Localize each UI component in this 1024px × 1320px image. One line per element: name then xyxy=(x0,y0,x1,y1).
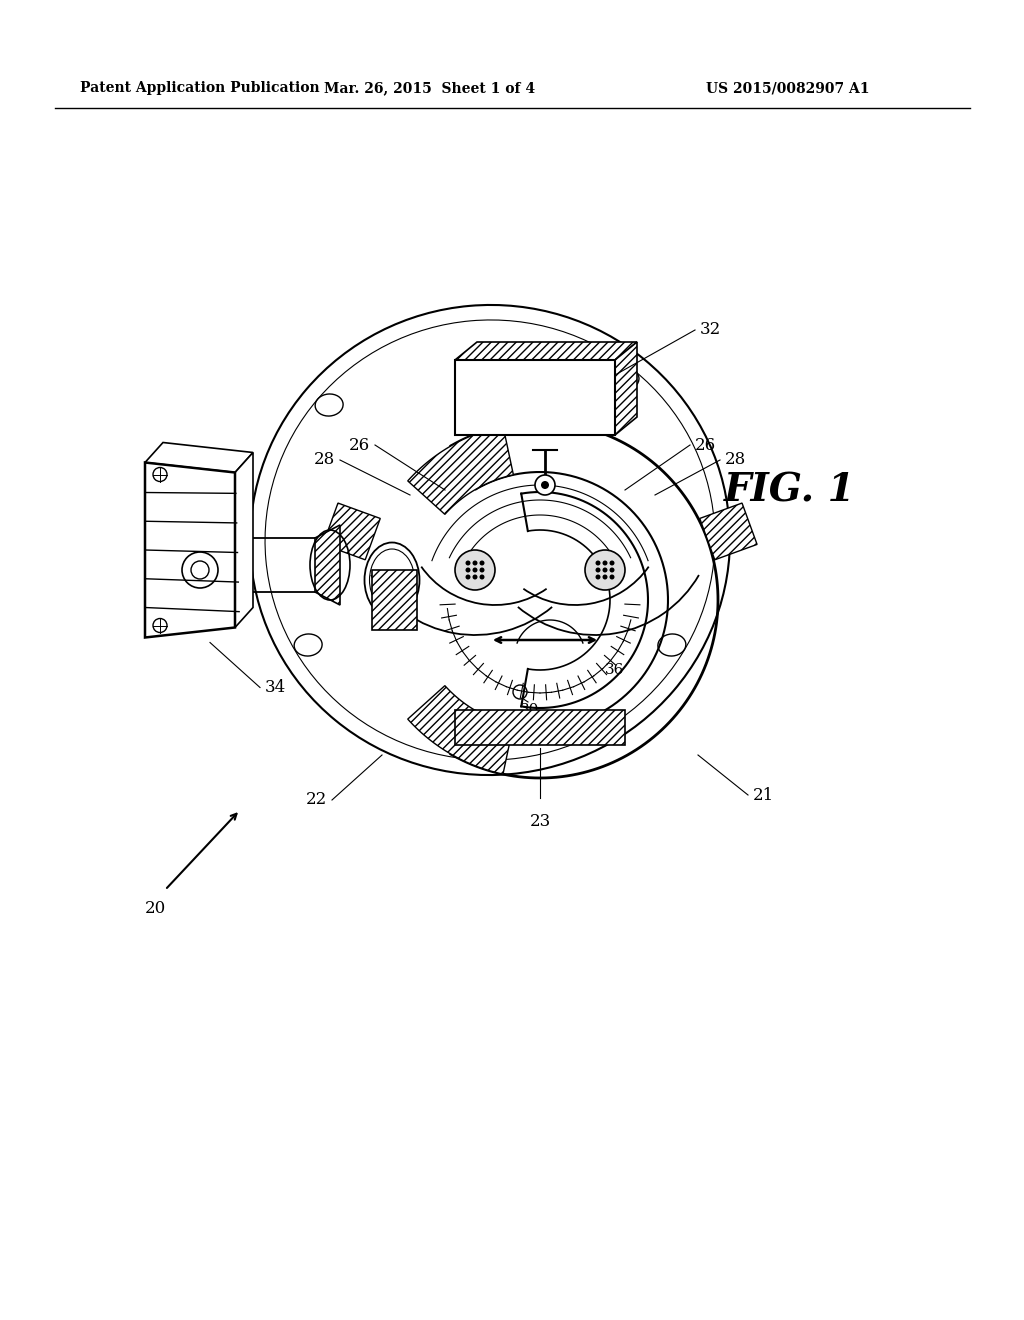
Text: 20: 20 xyxy=(144,900,166,917)
Circle shape xyxy=(472,568,477,573)
Circle shape xyxy=(479,568,484,573)
Polygon shape xyxy=(234,453,253,627)
Circle shape xyxy=(535,475,555,495)
Text: Mar. 26, 2015  Sheet 1 of 4: Mar. 26, 2015 Sheet 1 of 4 xyxy=(325,81,536,95)
Text: 32: 32 xyxy=(700,322,721,338)
Circle shape xyxy=(602,561,607,565)
Polygon shape xyxy=(408,426,513,515)
Text: 22: 22 xyxy=(306,792,327,808)
Circle shape xyxy=(609,574,614,579)
Polygon shape xyxy=(455,342,637,360)
Circle shape xyxy=(466,568,470,573)
Text: 28: 28 xyxy=(725,451,746,469)
Polygon shape xyxy=(315,525,340,605)
Circle shape xyxy=(602,574,607,579)
Circle shape xyxy=(472,561,477,565)
Circle shape xyxy=(466,561,470,565)
Circle shape xyxy=(585,550,625,590)
Text: US 2015/0082907 A1: US 2015/0082907 A1 xyxy=(707,81,870,95)
Text: 30: 30 xyxy=(520,704,540,717)
Text: Patent Application Publication: Patent Application Publication xyxy=(80,81,319,95)
Text: FIG. 1: FIG. 1 xyxy=(724,471,856,510)
Circle shape xyxy=(596,574,600,579)
Text: 28: 28 xyxy=(313,451,335,469)
Polygon shape xyxy=(455,360,615,436)
Circle shape xyxy=(466,574,470,579)
Circle shape xyxy=(609,561,614,565)
Circle shape xyxy=(479,561,484,565)
Circle shape xyxy=(455,550,495,590)
Polygon shape xyxy=(145,442,253,473)
Polygon shape xyxy=(408,685,513,774)
Circle shape xyxy=(609,568,614,573)
Polygon shape xyxy=(145,462,234,638)
Text: 23: 23 xyxy=(529,813,551,830)
Circle shape xyxy=(479,574,484,579)
Circle shape xyxy=(596,561,600,565)
Polygon shape xyxy=(615,342,637,436)
Polygon shape xyxy=(699,503,757,560)
Text: 26: 26 xyxy=(349,437,370,454)
Polygon shape xyxy=(455,710,625,744)
Circle shape xyxy=(602,568,607,573)
Circle shape xyxy=(596,568,600,573)
Text: 34: 34 xyxy=(265,678,287,696)
Polygon shape xyxy=(323,503,380,560)
Polygon shape xyxy=(372,570,417,630)
Text: 21: 21 xyxy=(753,787,774,804)
Circle shape xyxy=(541,480,549,488)
Text: 26: 26 xyxy=(695,437,716,454)
Circle shape xyxy=(472,574,477,579)
Text: 36: 36 xyxy=(605,663,625,677)
